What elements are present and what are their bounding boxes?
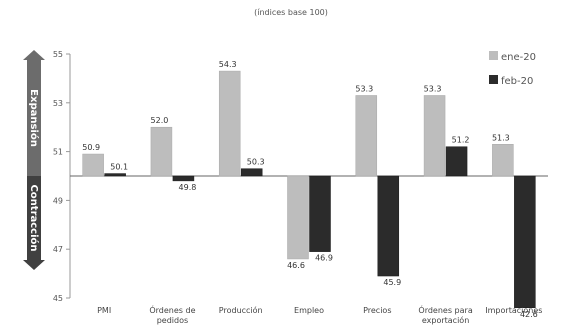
expansion-arrow bbox=[23, 50, 45, 176]
data-label: 46.9 bbox=[315, 254, 333, 263]
data-label: 50.1 bbox=[110, 163, 128, 172]
bar-feb-20 bbox=[104, 173, 126, 177]
category-label: PMI bbox=[97, 306, 111, 315]
category-label: Órdenes de bbox=[149, 304, 195, 315]
data-label: 45.9 bbox=[383, 278, 401, 287]
bar-feb-20 bbox=[172, 175, 195, 182]
y-tick-label: 47 bbox=[53, 245, 63, 254]
legend-swatch bbox=[489, 51, 498, 60]
bar-feb-20 bbox=[309, 175, 331, 252]
bar-ene-20 bbox=[492, 144, 514, 177]
contraction-arrow bbox=[23, 176, 45, 270]
bar-ene-20 bbox=[355, 95, 378, 177]
legend-label: feb-20 bbox=[501, 76, 533, 87]
y-tick-label: 45 bbox=[53, 294, 63, 303]
bar-ene-20 bbox=[82, 153, 104, 177]
data-label: 51.3 bbox=[492, 133, 510, 142]
legend-swatch bbox=[489, 75, 498, 84]
bar-feb-20 bbox=[377, 175, 400, 277]
category-label: exportación bbox=[422, 315, 469, 325]
bar-ene-20 bbox=[150, 126, 173, 177]
data-label: 50.3 bbox=[247, 158, 265, 167]
data-label: 54.3 bbox=[219, 60, 237, 69]
category-label: pedidos bbox=[157, 316, 188, 325]
bar-feb-20 bbox=[514, 175, 536, 309]
legend-label: ene-20 bbox=[501, 52, 536, 63]
category-label: Precios bbox=[363, 306, 391, 315]
data-label: 53.3 bbox=[355, 84, 373, 93]
category-label: Producción bbox=[219, 305, 263, 315]
category-label: Órdenes para bbox=[418, 304, 472, 315]
data-label: 50.9 bbox=[82, 143, 100, 152]
data-label: 46.6 bbox=[287, 261, 305, 270]
y-tick-label: 49 bbox=[53, 196, 63, 205]
category-label: Empleo bbox=[294, 306, 324, 315]
contraction-label: Contracción bbox=[28, 184, 40, 251]
bar-ene-20 bbox=[218, 70, 241, 177]
chart-subtitle: (índices base 100) bbox=[254, 8, 328, 17]
data-label: 49.8 bbox=[179, 183, 197, 192]
y-tick-label: 51 bbox=[53, 148, 63, 157]
category-label: Importaciones bbox=[485, 306, 542, 315]
bar-feb-20 bbox=[240, 168, 263, 177]
bar-feb-20 bbox=[445, 146, 468, 177]
data-label: 42.6 bbox=[520, 310, 538, 319]
data-label: 52.0 bbox=[151, 116, 169, 125]
expansion-label: Expansión bbox=[28, 89, 40, 147]
y-tick-label: 55 bbox=[53, 50, 63, 59]
data-label: 51.2 bbox=[452, 136, 470, 145]
data-label: 53.3 bbox=[424, 84, 442, 93]
y-tick-label: 53 bbox=[53, 99, 63, 108]
bar-ene-20 bbox=[287, 175, 309, 260]
bar-ene-20 bbox=[423, 95, 446, 177]
